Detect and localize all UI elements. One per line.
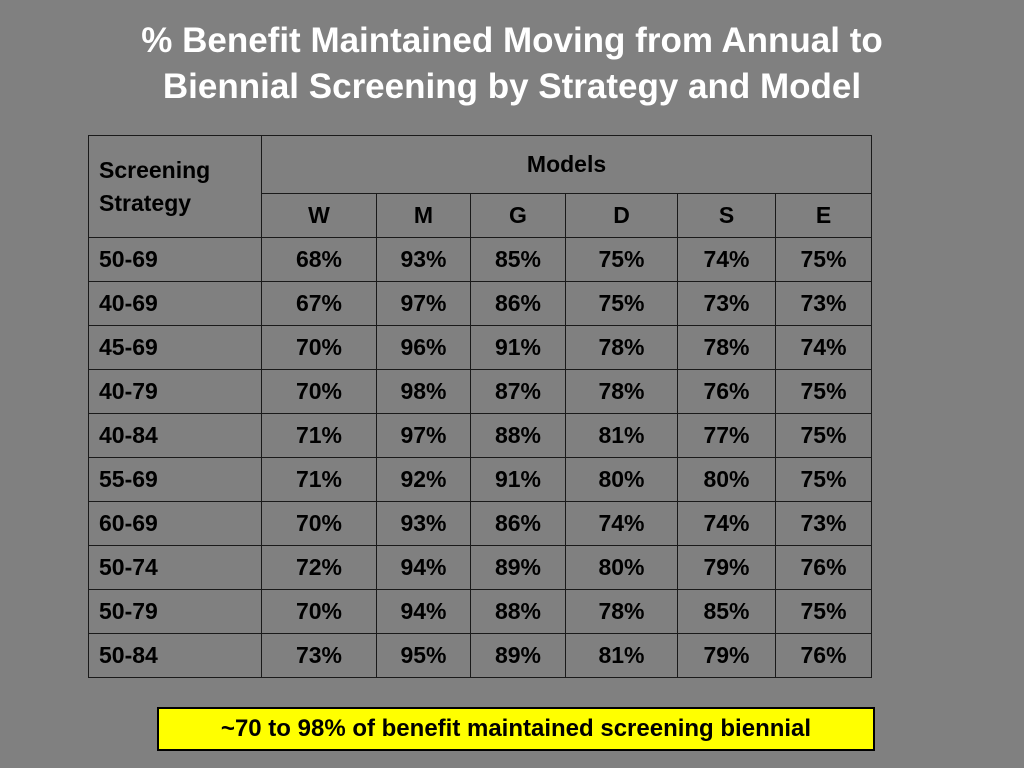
strategy-cell: 50-84	[88, 633, 262, 678]
value-cell: 68%	[261, 237, 377, 282]
table-body: 50-69 68% 93% 85% 75% 74% 75% 40-69 67% 97% 86% 75%…	[88, 237, 873, 678]
value-cell: 70%	[261, 369, 377, 414]
table-row: 40-69 67% 97% 86% 75% 73% 73%	[88, 281, 873, 326]
table-row: 50-74 72% 94% 89% 80% 79% 76%	[88, 545, 873, 590]
strategy-cell: 40-84	[88, 413, 262, 458]
strategy-header-line-1: Screening	[99, 156, 211, 183]
value-cell: 98%	[376, 369, 471, 414]
strategy-cell: 50-79	[88, 589, 262, 634]
table-row: 55-69 71% 92% 91% 80% 80% 75%	[88, 457, 873, 502]
value-cell: 87%	[470, 369, 566, 414]
value-cell: 95%	[376, 633, 471, 678]
value-cell: 78%	[565, 589, 678, 634]
value-cell: 75%	[565, 281, 678, 326]
value-cell: 96%	[376, 325, 471, 370]
value-cell: 76%	[774, 633, 873, 678]
table-row: 40-79 70% 98% 87% 78% 76% 75%	[88, 369, 873, 414]
value-cell: 70%	[261, 325, 377, 370]
strategy-cell: 50-69	[88, 237, 262, 282]
value-cell: 93%	[376, 501, 471, 546]
value-cell: 76%	[677, 369, 776, 414]
value-cell: 91%	[470, 325, 566, 370]
table-row: 50-84 73% 95% 89% 81% 79% 76%	[88, 633, 873, 678]
value-cell: 74%	[677, 237, 776, 282]
value-cell: 71%	[261, 413, 377, 458]
slide-title-line-1: % Benefit Maintained Moving from Annual …	[141, 21, 883, 60]
value-cell: 75%	[774, 369, 873, 414]
value-cell: 70%	[261, 501, 377, 546]
value-cell: 81%	[565, 413, 678, 458]
value-cell: 77%	[677, 413, 776, 458]
value-cell: 76%	[774, 545, 873, 590]
value-cell: 97%	[376, 281, 471, 326]
value-cell: 88%	[470, 413, 566, 458]
slide-title-line-2: Biennial Screening by Strategy and Model	[162, 67, 862, 106]
value-cell: 67%	[261, 281, 377, 326]
table-row: 40-84 71% 97% 88% 81% 77% 75%	[88, 413, 873, 458]
value-cell: 88%	[470, 589, 566, 634]
value-cell: 80%	[565, 457, 678, 502]
model-header-w: W	[261, 193, 377, 238]
value-cell: 78%	[677, 325, 776, 370]
model-header-g: G	[470, 193, 566, 238]
model-header-d: D	[565, 193, 678, 238]
value-cell: 86%	[470, 501, 566, 546]
strategy-cell: 45-69	[88, 325, 262, 370]
value-cell: 79%	[677, 545, 776, 590]
value-cell: 74%	[774, 325, 873, 370]
header-row-group: Screening Strategy Models	[88, 135, 873, 238]
models-group-header: Models	[260, 135, 873, 194]
model-header-m: M	[376, 193, 471, 238]
value-cell: 74%	[565, 501, 678, 546]
strategy-cell: 40-69	[88, 281, 262, 326]
table-row: 50-69 68% 93% 85% 75% 74% 75%	[88, 237, 873, 282]
value-cell: 71%	[261, 457, 377, 502]
value-cell: 97%	[376, 413, 471, 458]
value-cell: 94%	[376, 589, 471, 634]
model-header-s: S	[677, 193, 776, 238]
value-cell: 75%	[774, 237, 873, 282]
value-cell: 79%	[677, 633, 776, 678]
value-cell: 80%	[677, 457, 776, 502]
value-cell: 75%	[774, 413, 873, 458]
slide-title: % Benefit Maintained Moving from Annual …	[0, 18, 1024, 110]
value-cell: 75%	[565, 237, 678, 282]
value-cell: 80%	[565, 545, 678, 590]
value-cell: 93%	[376, 237, 471, 282]
value-cell: 73%	[774, 281, 873, 326]
value-cell: 78%	[565, 369, 678, 414]
value-cell: 85%	[677, 589, 776, 634]
strategy-cell: 55-69	[88, 457, 262, 502]
value-cell: 81%	[565, 633, 678, 678]
strategy-cell: 60-69	[88, 501, 262, 546]
value-cell: 73%	[261, 633, 377, 678]
value-cell: 72%	[261, 545, 377, 590]
table-row: 50-79 70% 94% 88% 78% 85% 75%	[88, 589, 873, 634]
table-row: 60-69 70% 93% 86% 74% 74% 73%	[88, 501, 873, 546]
value-cell: 94%	[376, 545, 471, 590]
value-cell: 86%	[470, 281, 566, 326]
strategy-cell: 40-79	[88, 369, 262, 414]
strategy-header-line-2: Strategy	[99, 189, 192, 216]
value-cell: 73%	[677, 281, 776, 326]
value-cell: 74%	[677, 501, 776, 546]
value-cell: 89%	[470, 633, 566, 678]
value-cell: 73%	[774, 501, 873, 546]
summary-note: ~70 to 98% of benefit maintained screeni…	[157, 707, 875, 751]
value-cell: 89%	[470, 545, 566, 590]
table-row: 45-69 70% 96% 91% 78% 78% 74%	[88, 325, 873, 370]
value-cell: 75%	[774, 589, 873, 634]
value-cell: 92%	[376, 457, 471, 502]
value-cell: 75%	[774, 457, 873, 502]
strategy-column-header: Screening Strategy	[88, 135, 262, 238]
value-cell: 91%	[470, 457, 566, 502]
value-cell: 78%	[565, 325, 678, 370]
model-header-e: E	[774, 193, 873, 238]
value-cell: 70%	[261, 589, 377, 634]
value-cell: 85%	[470, 237, 566, 282]
strategy-cell: 50-74	[88, 545, 262, 590]
